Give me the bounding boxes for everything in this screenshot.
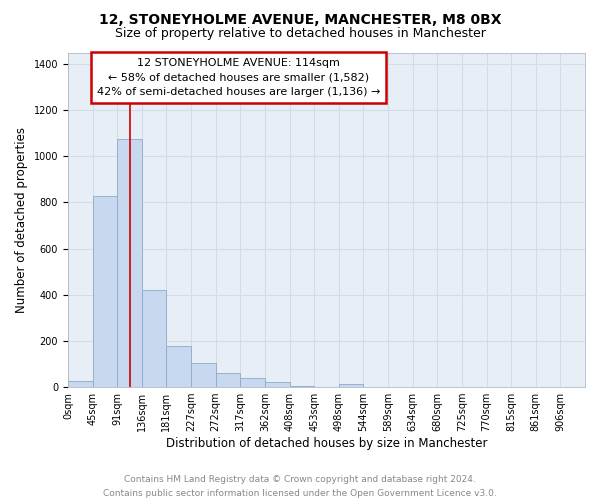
X-axis label: Distribution of detached houses by size in Manchester: Distribution of detached houses by size … xyxy=(166,437,487,450)
Text: 12 STONEYHOLME AVENUE: 114sqm
← 58% of detached houses are smaller (1,582)
42% o: 12 STONEYHOLME AVENUE: 114sqm ← 58% of d… xyxy=(97,58,380,97)
Text: 12, STONEYHOLME AVENUE, MANCHESTER, M8 0BX: 12, STONEYHOLME AVENUE, MANCHESTER, M8 0… xyxy=(99,12,501,26)
Bar xyxy=(166,346,191,387)
Bar xyxy=(117,139,142,387)
Y-axis label: Number of detached properties: Number of detached properties xyxy=(15,127,28,313)
Bar xyxy=(240,378,265,387)
Bar xyxy=(191,363,215,387)
Bar xyxy=(68,382,92,387)
Bar xyxy=(339,384,364,387)
Bar xyxy=(92,196,117,387)
Text: Contains HM Land Registry data © Crown copyright and database right 2024.
Contai: Contains HM Land Registry data © Crown c… xyxy=(103,476,497,498)
Bar xyxy=(215,373,240,387)
Bar xyxy=(142,290,166,387)
Text: Size of property relative to detached houses in Manchester: Size of property relative to detached ho… xyxy=(115,28,485,40)
Bar xyxy=(290,386,314,387)
Bar xyxy=(265,382,290,387)
